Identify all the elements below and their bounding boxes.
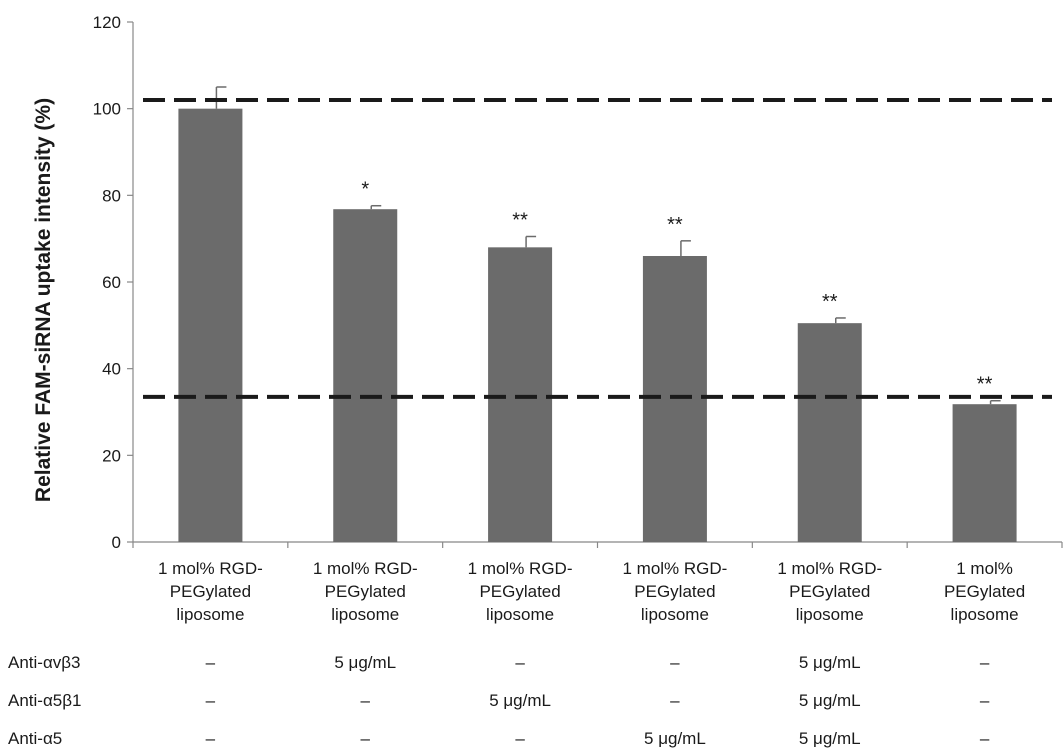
category-label: PEGylated (634, 582, 715, 601)
y-tick-label: 100 (93, 100, 121, 119)
treatment-cell: 5 μg/mL (489, 691, 551, 710)
category-label: liposome (176, 605, 244, 624)
category-label: PEGylated (789, 582, 870, 601)
treatment-cell: 5 μg/mL (799, 691, 861, 710)
significance-marker: ** (822, 291, 838, 313)
category-label: PEGylated (479, 582, 560, 601)
treatment-row-label: Anti-α5β1 (8, 691, 81, 710)
significance-marker: ** (512, 210, 528, 232)
treatment-cell: – (361, 691, 371, 710)
treatment-cell: – (980, 691, 990, 710)
treatment-cell: – (515, 729, 525, 748)
treatment-cell: 5 μg/mL (334, 653, 396, 672)
category-label: PEGylated (944, 582, 1025, 601)
treatment-table: Anti-αvβ3 – 5 μg/mL – – 5 μg/mL – Anti-α5β1 – – 5 … (8, 653, 990, 748)
bar (333, 209, 398, 542)
category-label: 1 mol% RGD- (158, 559, 263, 578)
category-labels: 1 mol% RGD- PEGylated liposome 1 mol% RGD- P… (158, 559, 1025, 624)
category-label: 1 mol% RGD- (622, 559, 727, 578)
y-tick-label: 0 (112, 533, 121, 552)
treatment-row-label: Anti-α5 (8, 729, 62, 748)
bar (797, 323, 862, 542)
category-label: PEGylated (325, 582, 406, 601)
category-label: PEGylated (170, 582, 251, 601)
treatment-cell: – (980, 653, 990, 672)
category-label: liposome (796, 605, 864, 624)
category-label: liposome (486, 605, 554, 624)
category-label: liposome (641, 605, 709, 624)
bars: *** ****** (178, 86, 1017, 543)
bar (178, 108, 243, 543)
category-label: 1 mol% RGD- (777, 559, 882, 578)
bar (642, 256, 707, 542)
treatment-cell: 5 μg/mL (799, 729, 861, 748)
treatment-row-label: Anti-αvβ3 (8, 653, 81, 672)
treatment-cell: – (206, 653, 216, 672)
category-label: 1 mol% RGD- (468, 559, 573, 578)
axes: 0 20 40 60 80 100 120 (93, 13, 1063, 552)
significance-marker: ** (977, 374, 993, 396)
treatment-cell: – (515, 653, 525, 672)
category-label: 1 mol% (956, 559, 1013, 578)
bar (952, 404, 1017, 542)
treatment-cell: – (361, 729, 371, 748)
treatment-cell: 5 μg/mL (799, 653, 861, 672)
treatment-cell: – (670, 691, 680, 710)
category-label: liposome (331, 605, 399, 624)
treatment-cell: – (206, 691, 216, 710)
significance-marker: ** (667, 214, 683, 236)
y-tick-label: 60 (102, 273, 121, 292)
y-tick-label: 20 (102, 446, 121, 465)
category-label: 1 mol% RGD- (313, 559, 418, 578)
bar (488, 247, 553, 543)
category-label: liposome (951, 605, 1019, 624)
reference-lines (143, 98, 1052, 399)
y-tick-label: 80 (102, 186, 121, 205)
y-axis-label: Relative FAM-siRNA uptake intensity (%) (32, 98, 55, 502)
treatment-cell: 5 μg/mL (644, 729, 706, 748)
treatment-cell: – (206, 729, 216, 748)
y-tick-label: 40 (102, 360, 121, 379)
treatment-cell: – (670, 653, 680, 672)
y-tick-label: 120 (93, 13, 121, 32)
significance-marker: * (361, 179, 369, 201)
treatment-cell: – (980, 729, 990, 748)
